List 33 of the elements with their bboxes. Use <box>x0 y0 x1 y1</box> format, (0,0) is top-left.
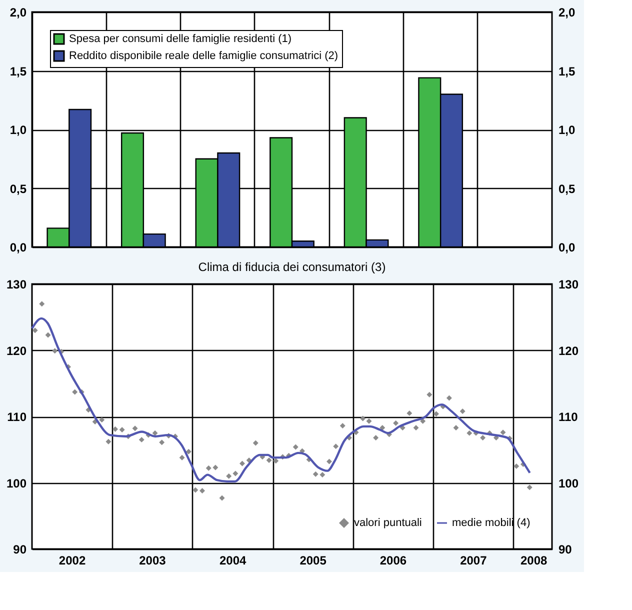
y-tick-label: 100 <box>6 476 27 490</box>
y2-tick-label: 90 <box>558 542 572 556</box>
x-tick-label: 2004 <box>220 554 247 568</box>
y-tick-label: 0,5 <box>10 182 27 196</box>
y-tick-label: 1,5 <box>10 64 27 78</box>
x-tick-label: 2003 <box>139 554 166 568</box>
x-tick-label: 2005 <box>300 554 327 568</box>
y2-tick-label: 1,0 <box>558 123 576 137</box>
legend-label: medie mobili (4) <box>452 517 530 529</box>
x-tick-label: 2002 <box>58 554 86 568</box>
y-tick-label: 0,0 <box>10 240 27 254</box>
y2-tick-label: 0,0 <box>558 240 576 254</box>
y-tick-label: 2,0 <box>10 6 27 20</box>
line-series <box>30 317 531 483</box>
y2-tick-label: 2,0 <box>558 6 576 20</box>
chart-title: Clima di fiducia dei consumatori (3) <box>198 260 386 274</box>
y-tick-label: 110 <box>7 410 27 424</box>
y2-tick-label: 110 <box>558 410 578 424</box>
y2-tick-label: 130 <box>558 278 579 292</box>
y2-tick-label: 100 <box>558 476 579 490</box>
y2-tick-label: 0,5 <box>558 182 576 196</box>
x-tick-label: 2007 <box>460 554 488 568</box>
y-tick-label: 1,0 <box>10 123 27 137</box>
y-tick-label: 120 <box>6 344 27 358</box>
y-tick-label: 90 <box>13 542 27 556</box>
legend-label: Reddito disponibile reale delle famiglie consumatrici (2) <box>69 50 338 62</box>
y2-tick-label: 1,5 <box>558 64 576 78</box>
legend-label: Spesa per consumi delle famiglie residenti (1) <box>69 33 292 45</box>
y-tick-label: 130 <box>6 278 27 292</box>
x-tick-label: 2008 <box>520 554 548 568</box>
legend-label: valori puntuali <box>354 517 422 529</box>
x-tick-label: 2006 <box>380 554 407 568</box>
y2-tick-label: 120 <box>558 344 579 358</box>
